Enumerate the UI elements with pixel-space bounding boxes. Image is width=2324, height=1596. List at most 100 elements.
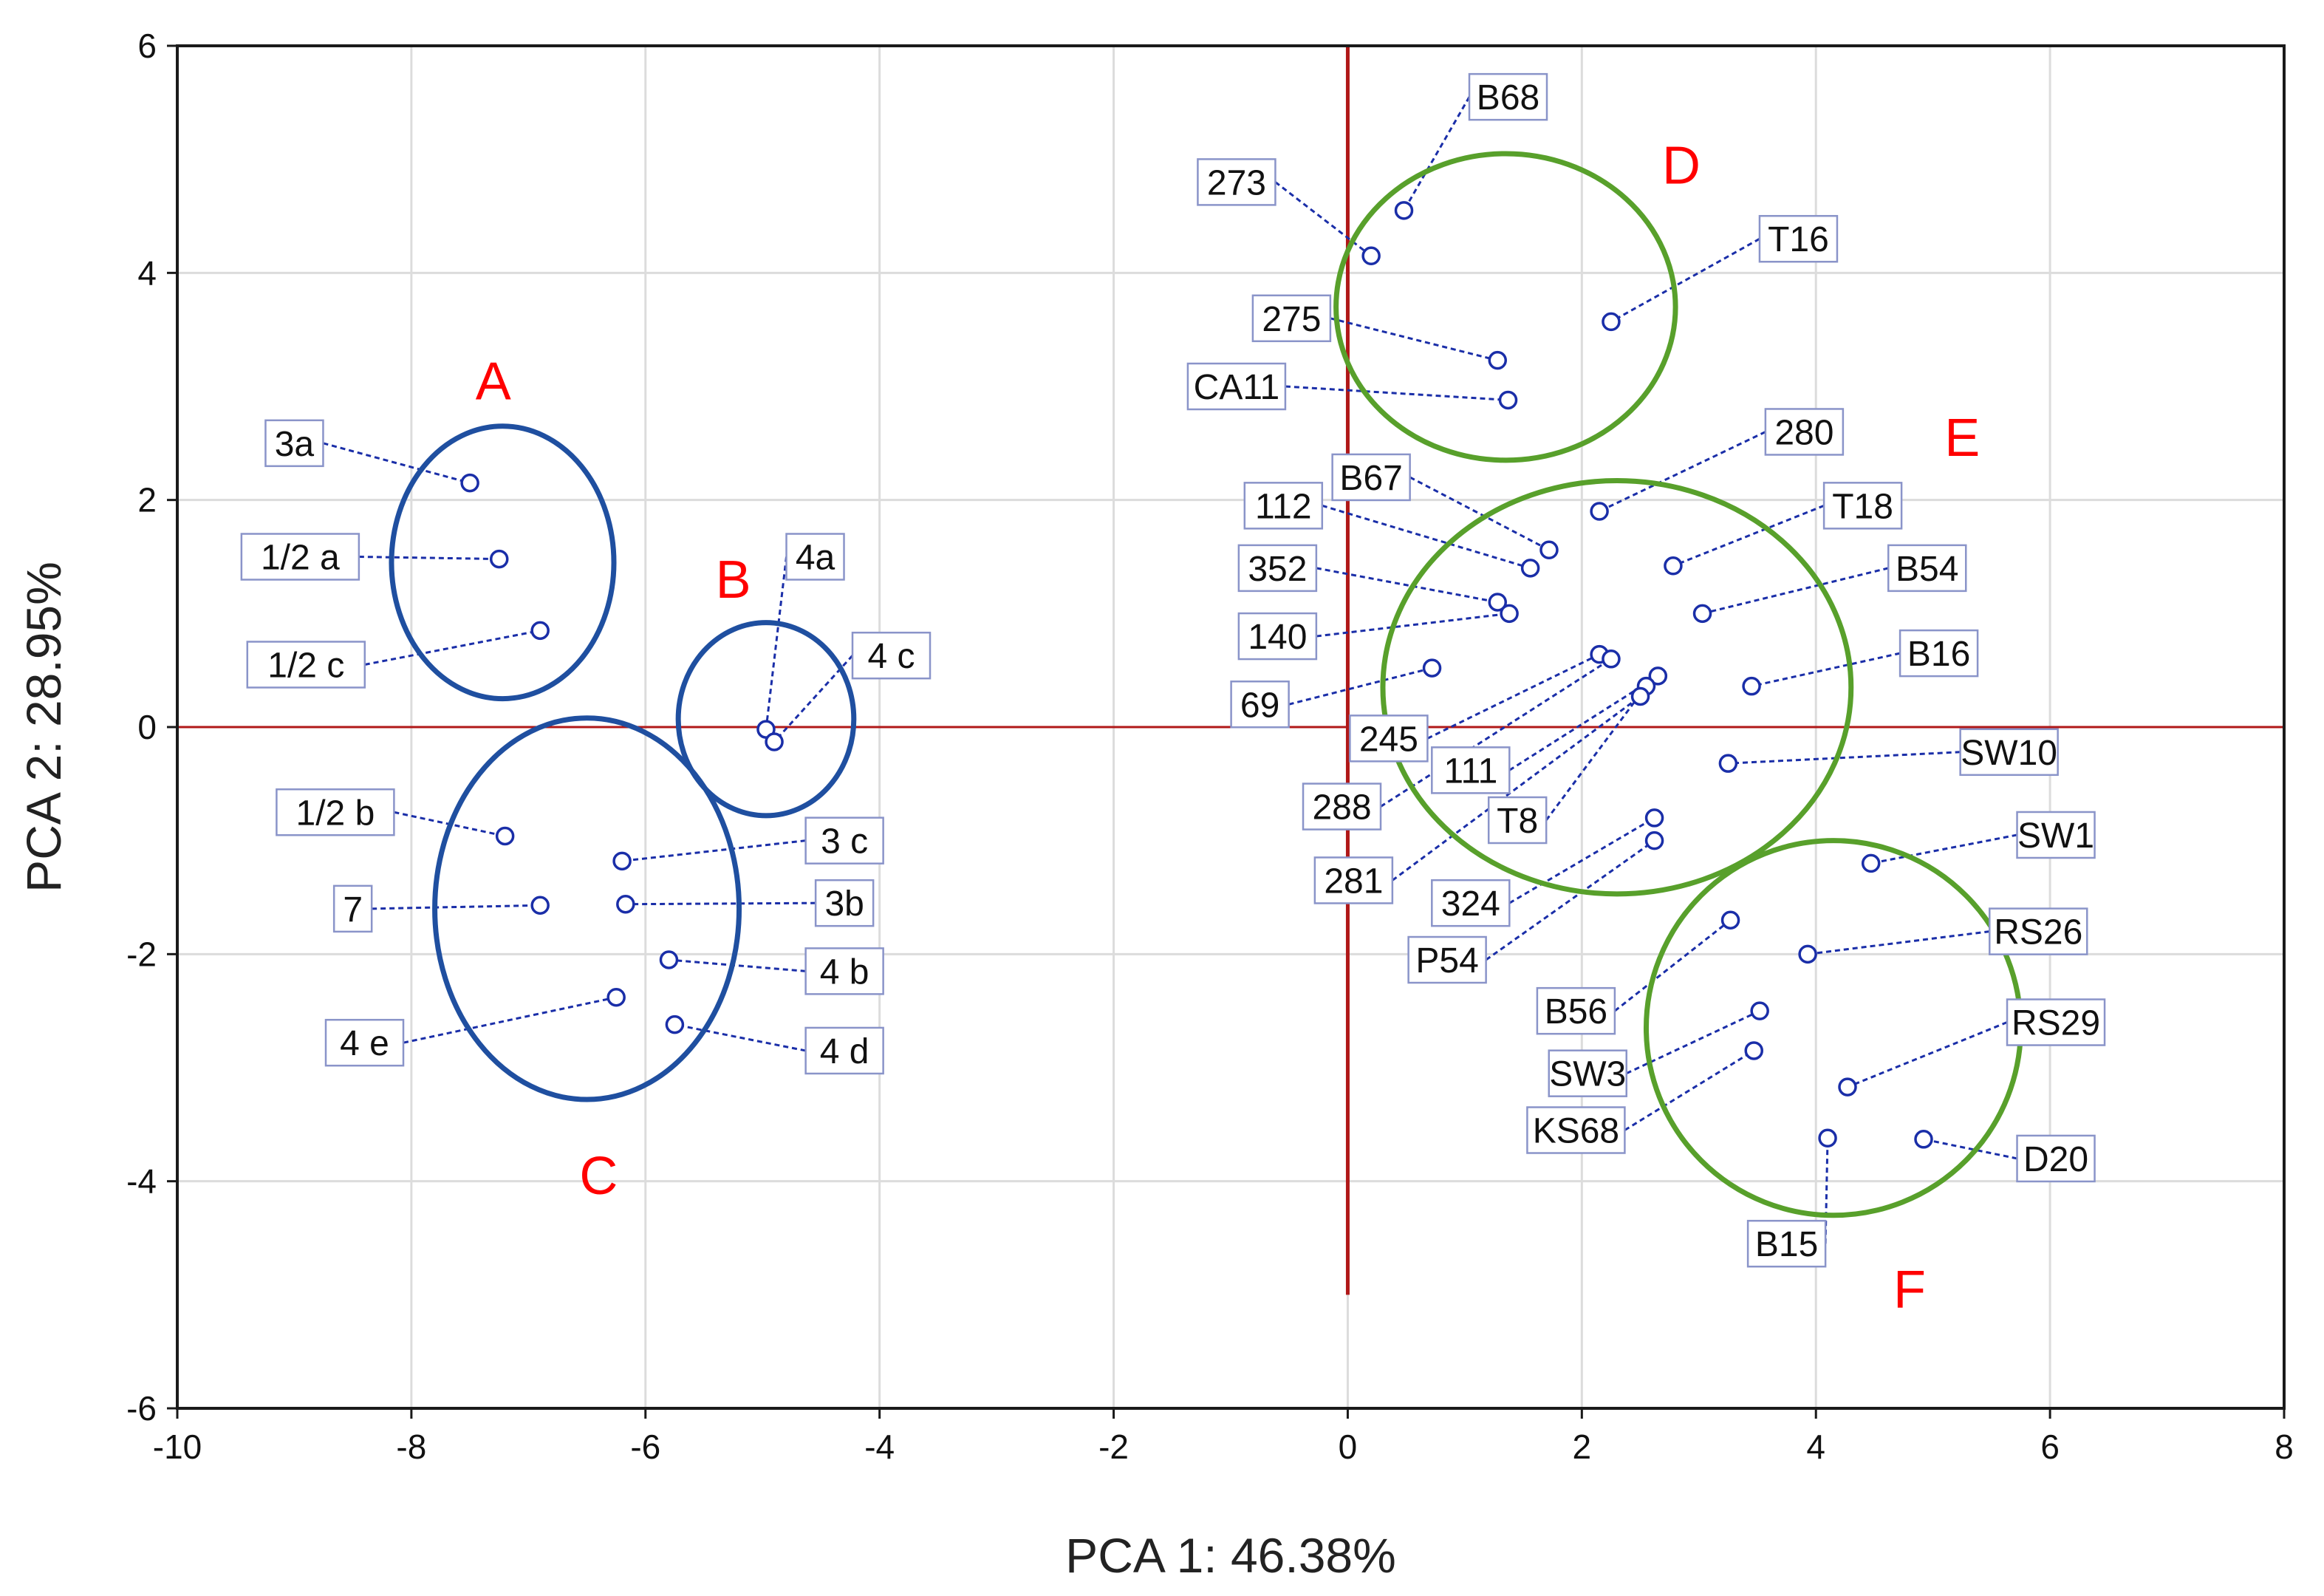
point-label-box <box>1186 362 1287 411</box>
data-point <box>1914 1130 1933 1149</box>
data-point <box>1742 676 1761 696</box>
y-tick-label: 6 <box>137 27 157 65</box>
x-tick-label: -8 <box>396 1428 426 1466</box>
group-labels: A B C D E F <box>476 136 1980 1319</box>
point-label-box <box>1197 158 1277 206</box>
leader-line <box>1285 385 1508 401</box>
point-label: SW3 <box>1549 1055 1626 1094</box>
leader-line <box>1274 181 1373 257</box>
leader-line <box>625 901 816 906</box>
point-label: T8 <box>1497 802 1538 841</box>
point-label-box <box>1237 612 1318 661</box>
point-label-box <box>804 816 884 864</box>
leader-line <box>621 839 806 862</box>
point-label-box <box>1764 408 1845 456</box>
data-point <box>612 851 632 871</box>
point-label-box <box>1746 1219 1827 1268</box>
point-label: 69 <box>1240 686 1279 725</box>
data-point <box>1718 754 1738 773</box>
data-point <box>1422 658 1442 678</box>
data-point <box>1720 910 1740 930</box>
data-point <box>659 950 679 969</box>
leader-line <box>1923 1138 2017 1160</box>
leader-line <box>1626 1009 1760 1075</box>
point-label: 324 <box>1441 884 1500 924</box>
point-label: 3b <box>824 884 864 924</box>
leader-line <box>1870 833 2017 864</box>
group-label: F <box>1893 1261 1926 1320</box>
group-ellipse <box>432 715 742 1102</box>
group-ellipse <box>1643 838 2023 1218</box>
point-label-box <box>1548 1049 1628 1097</box>
data-point <box>1750 1001 1769 1020</box>
point-label: 281 <box>1324 862 1383 901</box>
point-label: SW10 <box>1961 734 2057 773</box>
data-point <box>1861 853 1881 873</box>
x-tick-label: 6 <box>2040 1428 2060 1466</box>
leader-line <box>1702 567 1889 615</box>
data-point <box>1664 556 1683 576</box>
data-point <box>1488 593 1508 612</box>
point-label-box <box>1758 214 1839 263</box>
point-label: 352 <box>1248 550 1307 589</box>
point-label-box <box>2006 998 2106 1046</box>
y-axis-title: PCA 2: 28.95% <box>16 562 71 893</box>
point-label: 4 d <box>820 1032 869 1071</box>
data-point <box>1838 1077 1857 1097</box>
point-label-box <box>246 641 366 689</box>
x-tick-label: 2 <box>1573 1428 1592 1466</box>
point-label: 275 <box>1262 300 1321 339</box>
data-point <box>616 894 635 914</box>
point-label-box <box>1313 856 1394 904</box>
point-label: B68 <box>1477 78 1539 117</box>
data-point <box>1590 502 1609 521</box>
group-ellipse <box>389 423 617 702</box>
point-label-box <box>1407 935 1487 984</box>
data-point <box>1602 649 1621 669</box>
leader-line <box>1322 504 1531 570</box>
point-label: 4 e <box>340 1024 389 1063</box>
leader-line <box>1316 612 1510 638</box>
group-ellipse <box>675 620 857 819</box>
y-tick-label: 0 <box>137 708 157 746</box>
leader-line <box>1672 504 1825 567</box>
point-label-box <box>2016 1134 2096 1183</box>
point-label: 1/2 c <box>267 646 344 685</box>
point-label-box <box>1468 72 1548 121</box>
leader-line <box>1807 930 1990 955</box>
point-label: 4 c <box>867 637 915 676</box>
point-label: 7 <box>343 890 363 930</box>
data-point <box>1520 559 1540 578</box>
point-label: 3a <box>275 425 315 464</box>
label-leaders <box>323 96 2017 1244</box>
point-label-box <box>1251 294 1332 343</box>
leader-line <box>669 958 806 972</box>
y-tick-label: 4 <box>137 253 157 292</box>
point-label-box <box>1989 907 2088 955</box>
leader-line <box>1403 96 1471 211</box>
leader-line <box>358 556 499 561</box>
point-label: D20 <box>2023 1140 2088 1179</box>
point-label-box <box>1431 879 1511 927</box>
leader-line <box>1728 751 1961 765</box>
leader-line <box>1610 237 1760 323</box>
y-tick-label: 2 <box>137 481 157 519</box>
y-tick-label: -4 <box>126 1162 157 1201</box>
point-label-box <box>1243 482 1324 530</box>
leader-line <box>1316 567 1498 604</box>
point-label-box <box>804 947 884 995</box>
point-label-box <box>332 884 373 933</box>
tick-labels: -10 -8 -6 -4 -2 0 2 4 6 8 -6 -4 -2 0 2 4 6 <box>126 27 2294 1466</box>
x-tick-label: 8 <box>2275 1428 2294 1466</box>
point-label: RS26 <box>1994 913 2082 952</box>
point-label-box <box>785 533 845 581</box>
point-label-box <box>814 879 875 927</box>
point-label-box <box>240 533 360 581</box>
group-label: D <box>1662 136 1701 195</box>
group-label: B <box>716 550 751 610</box>
point-label-box <box>1887 544 1967 593</box>
data-point <box>765 732 784 751</box>
data-point <box>1648 666 1668 686</box>
point-label: B54 <box>1896 550 1958 589</box>
data-point <box>460 473 479 493</box>
